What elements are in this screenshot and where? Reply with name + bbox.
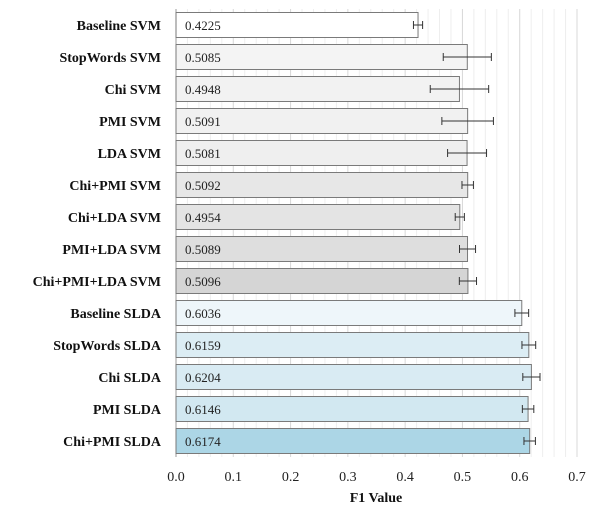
bar — [175, 204, 461, 230]
category-label: PMI SVM — [99, 115, 161, 130]
bar — [175, 172, 469, 198]
value-label: 0.6146 — [185, 402, 221, 417]
x-tick-label: 0.1 — [225, 470, 243, 485]
x-axis-title: F1 Value — [350, 491, 403, 506]
x-tick-label: 0.7 — [568, 470, 586, 485]
category-label: Chi SVM — [105, 83, 161, 98]
category-labels: Baseline SVM StopWords SVM Chi SVM PMI SVM L… — [33, 19, 162, 450]
bar — [175, 108, 469, 134]
category-label: StopWords SVM — [59, 51, 161, 66]
category-label: LDA SVM — [98, 147, 161, 162]
value-label: 0.5091 — [185, 114, 221, 129]
bar — [175, 12, 419, 38]
category-label: PMI+LDA SVM — [62, 243, 161, 258]
value-label: 0.6204 — [185, 370, 221, 385]
value-label: 0.5092 — [185, 178, 221, 193]
value-label: 0.4948 — [185, 82, 221, 97]
x-tick-label: 0.5 — [454, 470, 472, 485]
x-tick-label: 0.4 — [396, 470, 414, 485]
bar — [175, 236, 469, 262]
category-label: StopWords SLDA — [53, 339, 162, 354]
bar — [175, 332, 530, 358]
value-labels: 0.4225 0.5085 0.4948 0.5091 0.5081 0.5092 0.49… — [185, 18, 221, 449]
value-label: 0.6159 — [185, 338, 221, 353]
value-label: 0.5085 — [185, 50, 221, 65]
value-label: 0.6036 — [185, 306, 221, 321]
bar — [175, 268, 469, 294]
value-label: 0.4954 — [185, 210, 221, 225]
value-label: 0.5096 — [185, 274, 221, 289]
bar — [175, 428, 531, 454]
bar — [175, 140, 468, 166]
x-tick-label: 0.2 — [282, 470, 300, 485]
category-label: PMI SLDA — [93, 403, 162, 418]
category-label: Chi+PMI+LDA SVM — [33, 275, 161, 290]
category-label: Chi+PMI SLDA — [63, 435, 162, 450]
x-tick-label: 0.3 — [339, 470, 357, 485]
category-label: Chi+PMI SVM — [69, 179, 161, 194]
category-label: Baseline SLDA — [70, 307, 162, 322]
x-tick-label: 0.6 — [511, 470, 529, 485]
bar — [175, 396, 529, 422]
error-bars — [412, 21, 541, 445]
x-tick-label: 0.0 — [167, 470, 185, 485]
value-label: 0.6174 — [185, 434, 221, 449]
x-tick-labels: 0.0 0.1 0.2 0.3 0.4 0.5 0.6 0.7 — [167, 470, 586, 485]
value-label: 0.5089 — [185, 242, 221, 257]
category-label: Baseline SVM — [77, 19, 161, 34]
value-label: 0.5081 — [185, 146, 221, 161]
category-label: Chi+LDA SVM — [68, 211, 161, 226]
bars — [175, 12, 532, 454]
bar — [175, 300, 523, 326]
value-label: 0.4225 — [185, 18, 221, 33]
category-label: Chi SLDA — [98, 371, 162, 386]
bar — [175, 44, 468, 70]
bar — [175, 76, 460, 102]
bar — [175, 364, 532, 390]
